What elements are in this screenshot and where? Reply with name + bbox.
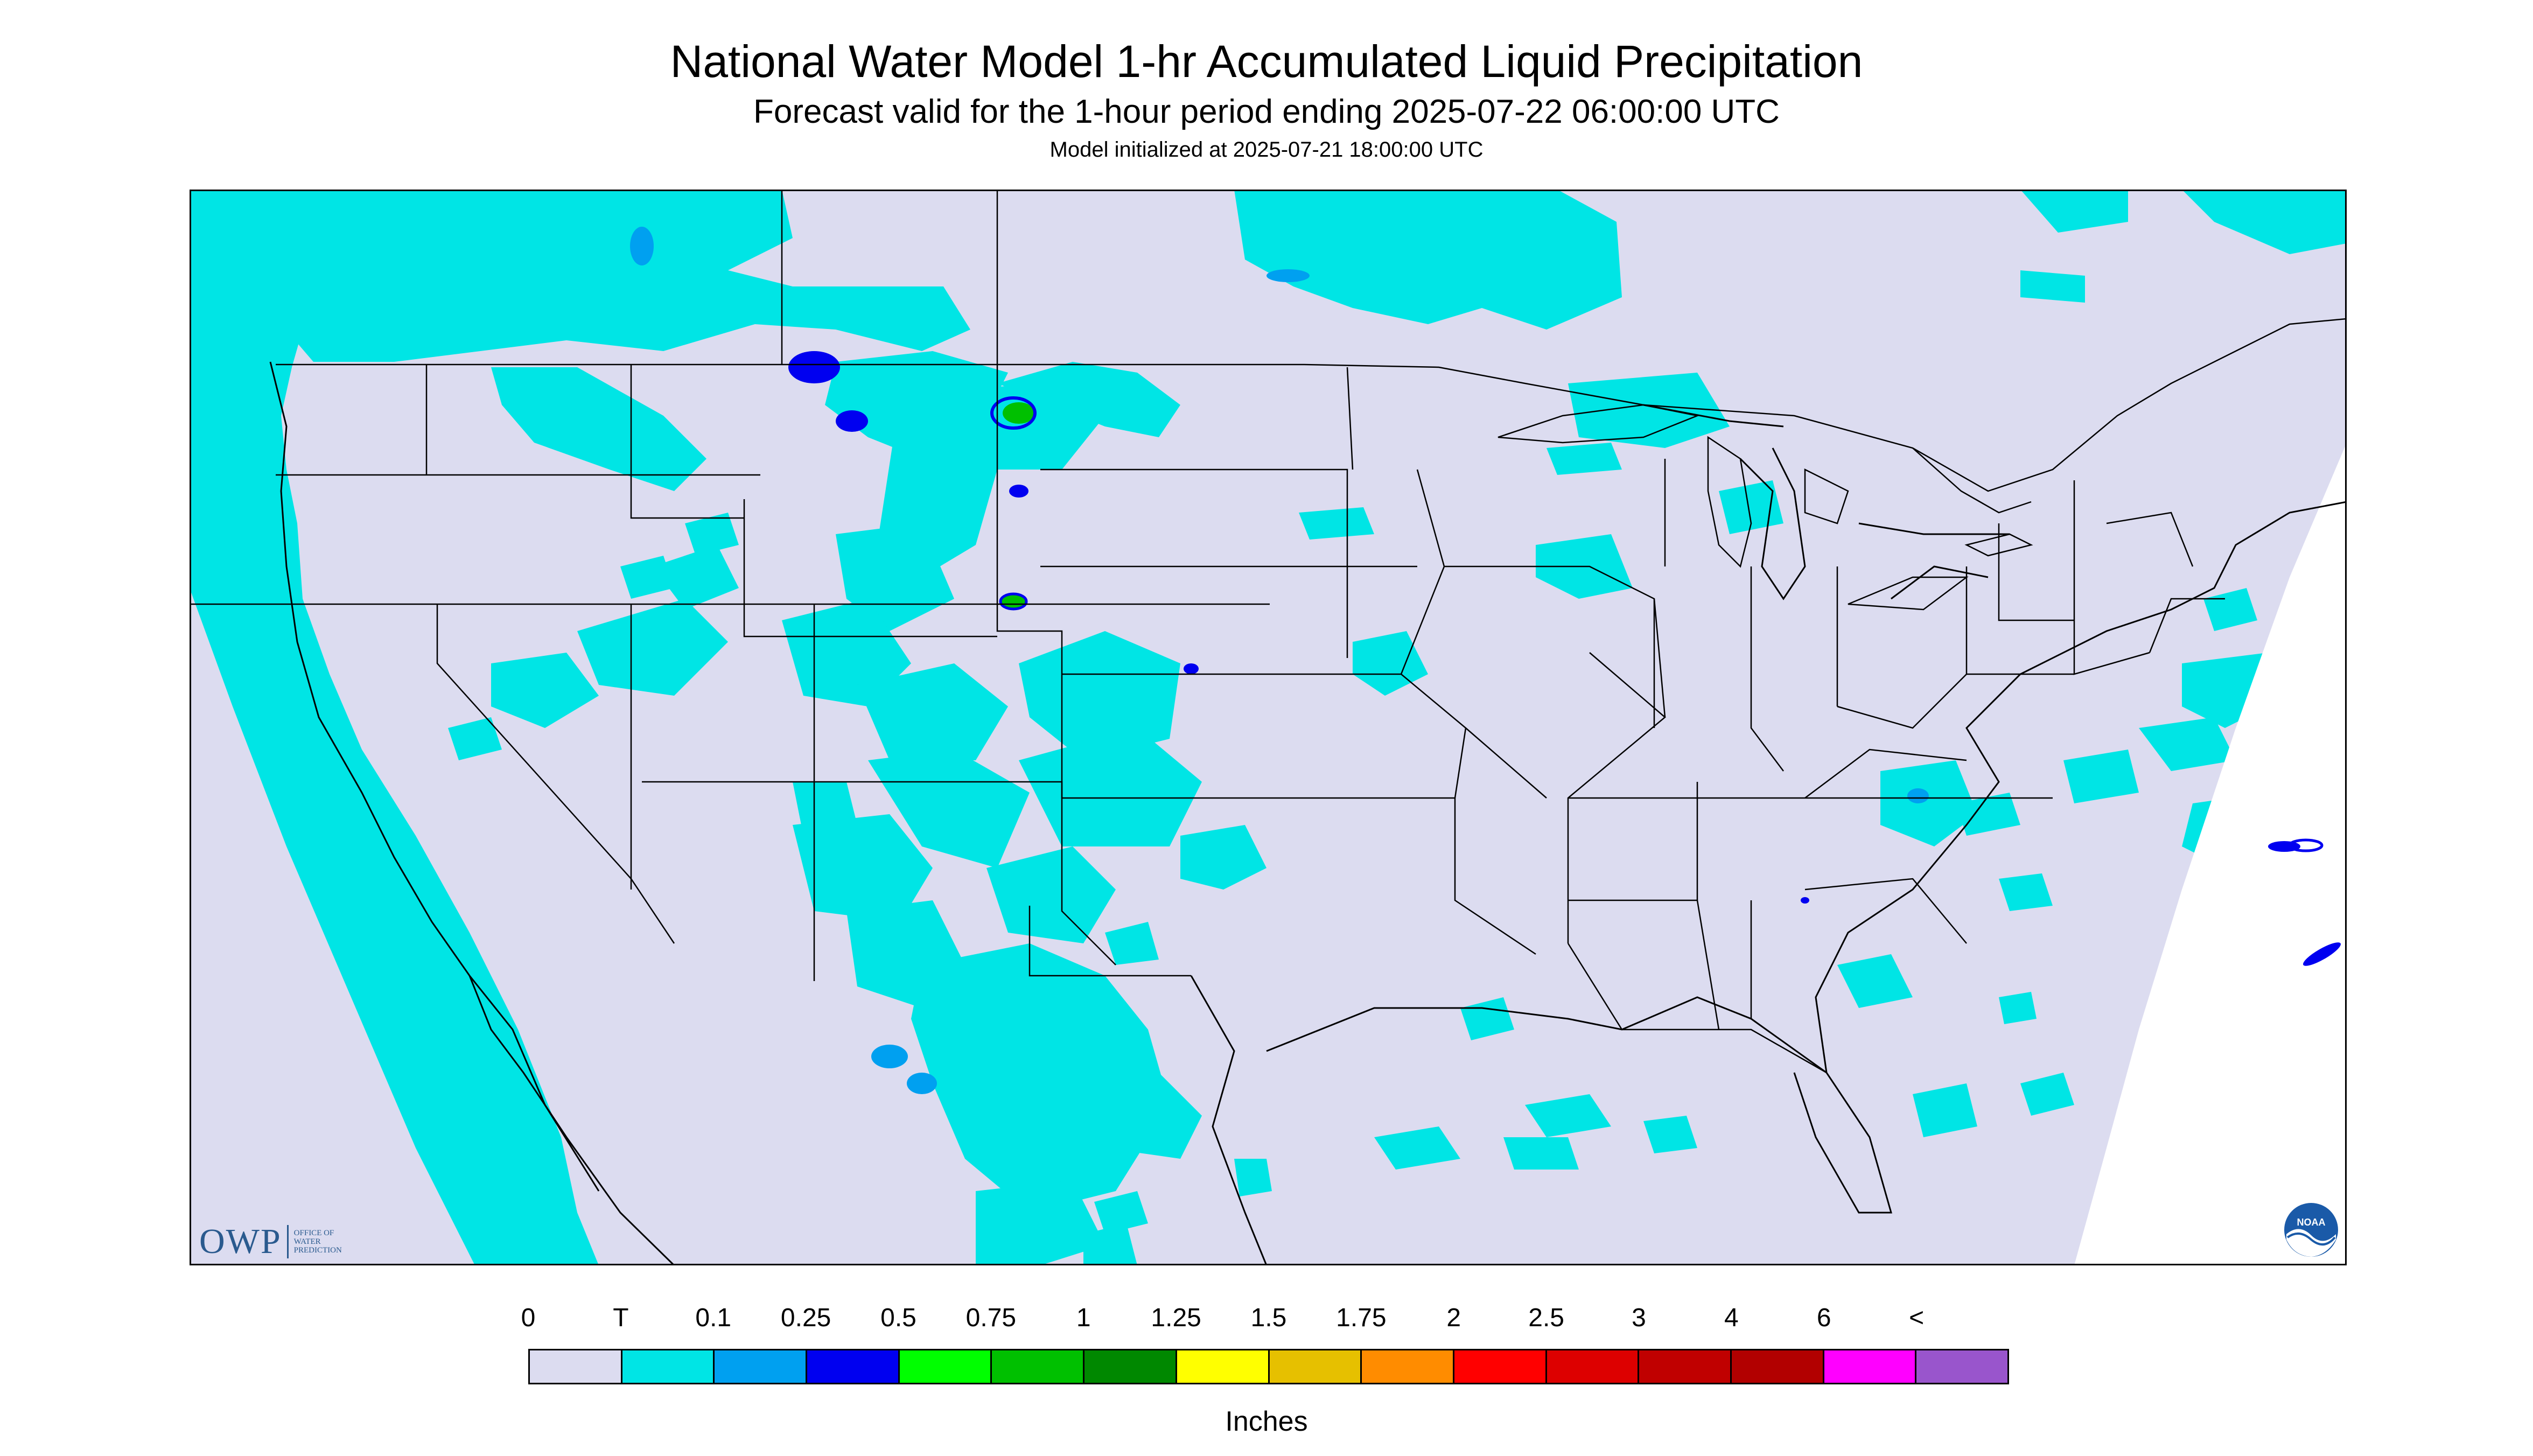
owp-logo: OWP OFFICE OF WATER PREDICTION	[199, 1221, 353, 1262]
pacific-precip-area	[190, 190, 599, 1265]
legend-swatch	[899, 1350, 992, 1383]
legend-color-bar	[528, 1349, 2009, 1384]
legend-label: 0.1	[695, 1304, 732, 1332]
state-boundaries	[190, 190, 2347, 1074]
legend-label: 0	[521, 1304, 536, 1332]
legend-swatch	[1639, 1350, 1732, 1383]
page-title: National Water Model 1-hr Accumulated Li…	[670, 36, 1863, 87]
legend-label: 1	[1076, 1304, 1091, 1332]
legend-label: 0.25	[780, 1304, 831, 1332]
legend-swatch	[1362, 1350, 1454, 1383]
out-of-domain-east	[2074, 443, 2347, 1265]
legend-labels: 0 T 0.1 0.25 0.5 0.75 1 1.25 1.5 1.75 2 2.5 3 4 6 <	[0, 1303, 2533, 1335]
legend-label: 6	[1816, 1304, 1831, 1332]
north-precip-band	[190, 190, 970, 362]
legend-units: Inches	[1225, 1406, 1308, 1437]
legend-swatch	[1547, 1350, 1640, 1383]
legend-swatch	[622, 1350, 715, 1383]
legend-label: 1.25	[1151, 1304, 1201, 1332]
legend-swatch	[1454, 1350, 1547, 1383]
legend-swatch	[1269, 1350, 1362, 1383]
owp-logo-mark: OWP	[199, 1222, 282, 1261]
legend-label: 3	[1632, 1304, 1646, 1332]
legend-swatch	[1731, 1350, 1824, 1383]
legend-label: 4	[1724, 1304, 1739, 1332]
legend-swatch	[530, 1350, 622, 1383]
legend-label: 2	[1446, 1304, 1461, 1332]
legend-label: 0.75	[965, 1304, 1017, 1332]
svg-text:NOAA: NOAA	[2297, 1217, 2326, 1228]
legend-label: 1.75	[1336, 1304, 1387, 1332]
noaa-logo-icon: NOAA	[2284, 1203, 2338, 1257]
legend-swatch	[1916, 1350, 2007, 1383]
legend-label: T	[613, 1304, 629, 1332]
legend-label: <	[1909, 1304, 1925, 1332]
legend-swatch	[715, 1350, 808, 1383]
model-init-time: Model initialized at 2025-07-21 18:00:00…	[1049, 138, 1484, 162]
page-subtitle: Forecast valid for the 1-hour period end…	[753, 93, 1780, 130]
precipitation-map	[190, 190, 2347, 1265]
legend-label: 1.5	[1250, 1304, 1287, 1332]
legend-swatch	[1177, 1350, 1270, 1383]
legend-swatch	[807, 1350, 900, 1383]
legend-swatch	[1824, 1350, 1917, 1383]
legend-label: 2.5	[1528, 1304, 1564, 1332]
owp-logo-text: OFFICE OF WATER PREDICTION	[293, 1229, 342, 1255]
legend-swatch	[1084, 1350, 1177, 1383]
coastline	[269, 361, 2347, 1265]
legend-swatch	[992, 1350, 1085, 1383]
legend-label: 0.5	[880, 1304, 916, 1332]
owp-logo-separator	[286, 1225, 289, 1258]
